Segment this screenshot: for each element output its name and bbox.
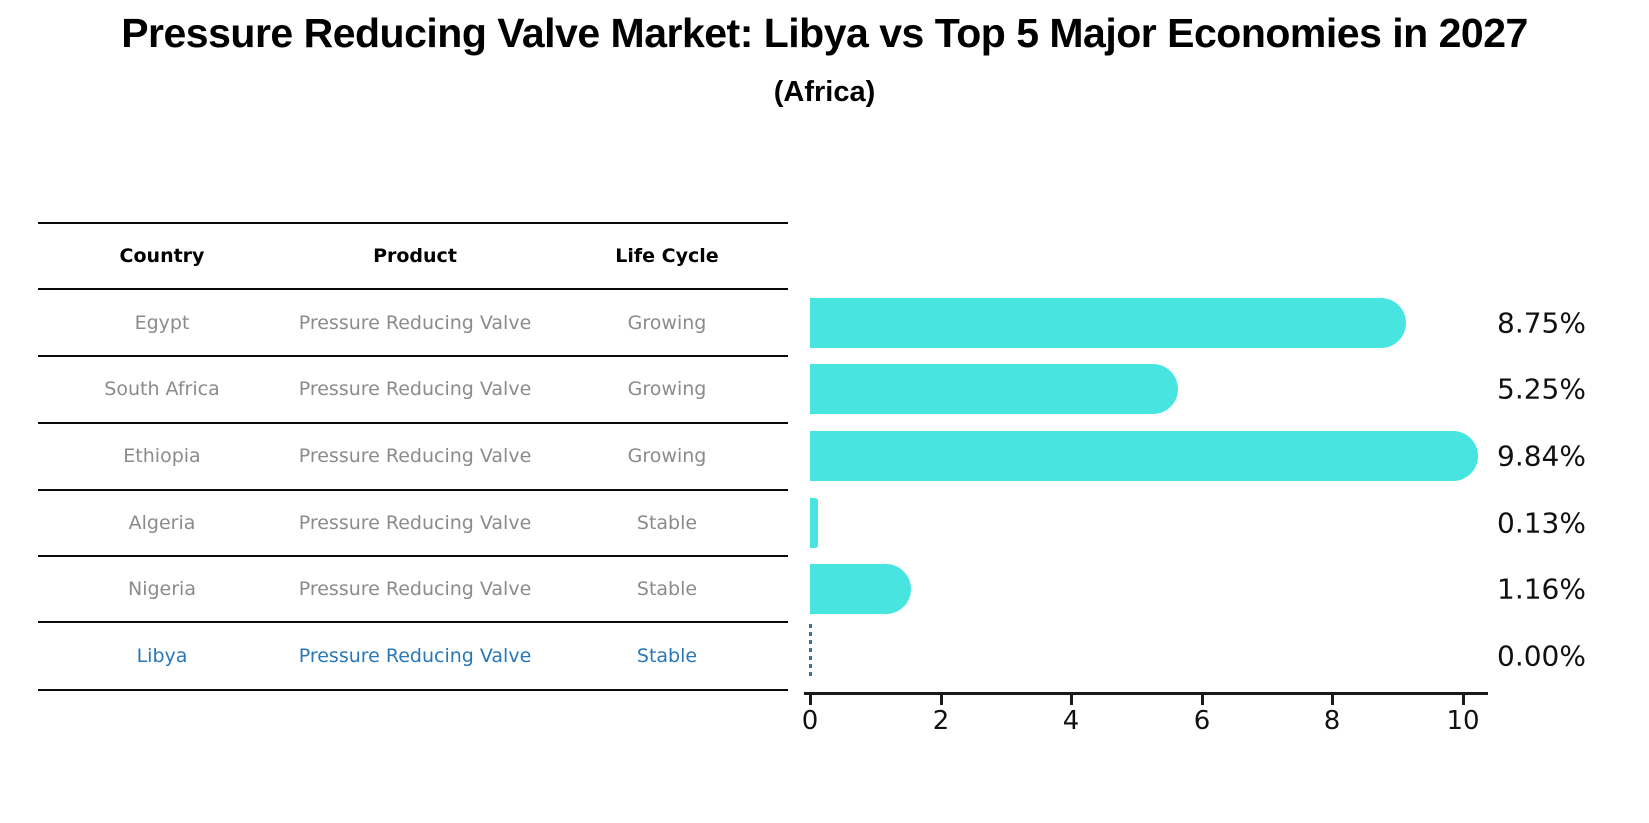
value-label: 8.75% (1497, 306, 1586, 340)
x-axis-tick-label: 6 (1193, 706, 1211, 736)
chart-subtitle: (Africa) (773, 76, 876, 108)
x-axis-tick-label: 4 (1062, 706, 1080, 736)
table-cell-life-cycle: Stable (636, 578, 698, 600)
value-label: 0.00% (1497, 639, 1586, 673)
value-bar (810, 431, 1478, 481)
x-axis-spine (804, 692, 1488, 695)
table-header-life-cycle: Life Cycle (615, 245, 719, 267)
table-rule-line (38, 222, 788, 224)
x-axis-tick-label: 8 (1323, 706, 1341, 736)
x-axis-tick-label: 2 (932, 706, 950, 736)
value-bar (810, 498, 818, 548)
table-rule-line (38, 689, 788, 691)
table-cell-country: Algeria (128, 512, 196, 534)
table-rule-line (38, 621, 788, 623)
table-header-product: Product (373, 245, 457, 267)
table-cell-country: Ethiopia (123, 445, 201, 467)
x-axis-tick-label: 0 (801, 706, 819, 736)
value-bar (810, 564, 911, 614)
table-rule-line (38, 555, 788, 557)
table-cell-product: Pressure Reducing Valve (298, 378, 532, 400)
table-cell-product: Pressure Reducing Valve (298, 312, 532, 334)
table-cell-life-cycle: Stable (636, 512, 698, 534)
table-rule-line (38, 489, 788, 491)
table-cell-life-cycle: Growing (627, 445, 707, 467)
chart-title: Pressure Reducing Valve Market: Libya vs… (121, 10, 1528, 56)
value-bar (810, 364, 1178, 414)
x-axis-tick-mark (940, 695, 943, 705)
x-axis-tick-mark (1331, 695, 1334, 705)
table-cell-life-cycle: Growing (627, 312, 707, 334)
table-cell-life-cycle: Growing (627, 378, 707, 400)
table-cell-country: Egypt (134, 312, 190, 334)
table-cell-country: Libya (136, 645, 188, 667)
x-axis-tick-label: 10 (1446, 706, 1480, 736)
value-label: 9.84% (1497, 439, 1586, 473)
x-axis-tick-mark (1070, 695, 1073, 705)
value-label: 5.25% (1497, 372, 1586, 406)
table-rule-line (38, 422, 788, 424)
table-cell-country: South Africa (104, 378, 220, 400)
table-header-country: Country (119, 245, 205, 267)
value-label: 1.16% (1497, 572, 1586, 606)
table-cell-product: Pressure Reducing Valve (298, 645, 532, 667)
table-cell-product: Pressure Reducing Valve (298, 512, 532, 534)
table-rule-line (38, 355, 788, 357)
value-label: 0.13% (1497, 506, 1586, 540)
value-bar (810, 298, 1406, 348)
table-cell-product: Pressure Reducing Valve (298, 445, 532, 467)
table-rule-line (38, 288, 788, 290)
table-cell-product: Pressure Reducing Valve (298, 578, 532, 600)
zero-value-dashed-line (809, 624, 812, 680)
x-axis-tick-mark (1201, 695, 1204, 705)
table-cell-life-cycle: Stable (636, 645, 698, 667)
table-cell-country: Nigeria (128, 578, 196, 600)
x-axis-tick-mark (1462, 695, 1465, 705)
x-axis-tick-mark (809, 695, 812, 705)
